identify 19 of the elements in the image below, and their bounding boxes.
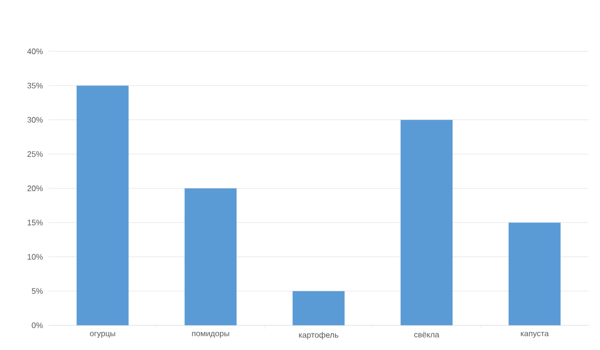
y-tick-label: 5% [32,288,43,294]
y-tick-label: 25% [27,151,43,157]
y-tick-label: 35% [27,82,43,88]
y-tick-label: 30% [27,117,43,123]
x-tick-label: огурцы [90,332,116,338]
y-tick-label: 15% [28,220,43,226]
y-tick-label: 40% [27,48,43,54]
x-tick-label: свёкла [414,332,440,338]
x-tick-label: картофель [299,332,338,340]
bar [508,222,561,326]
y-tick-label: 10% [28,254,43,260]
x-tick-label: капуста [520,332,549,338]
bar [184,188,237,326]
y-tick-label: 0% [32,322,43,328]
bar [400,120,453,326]
bar [292,291,345,326]
bar [76,86,129,326]
y-tick-label: 20% [27,186,43,192]
x-tick-label: помидоры [192,332,230,338]
